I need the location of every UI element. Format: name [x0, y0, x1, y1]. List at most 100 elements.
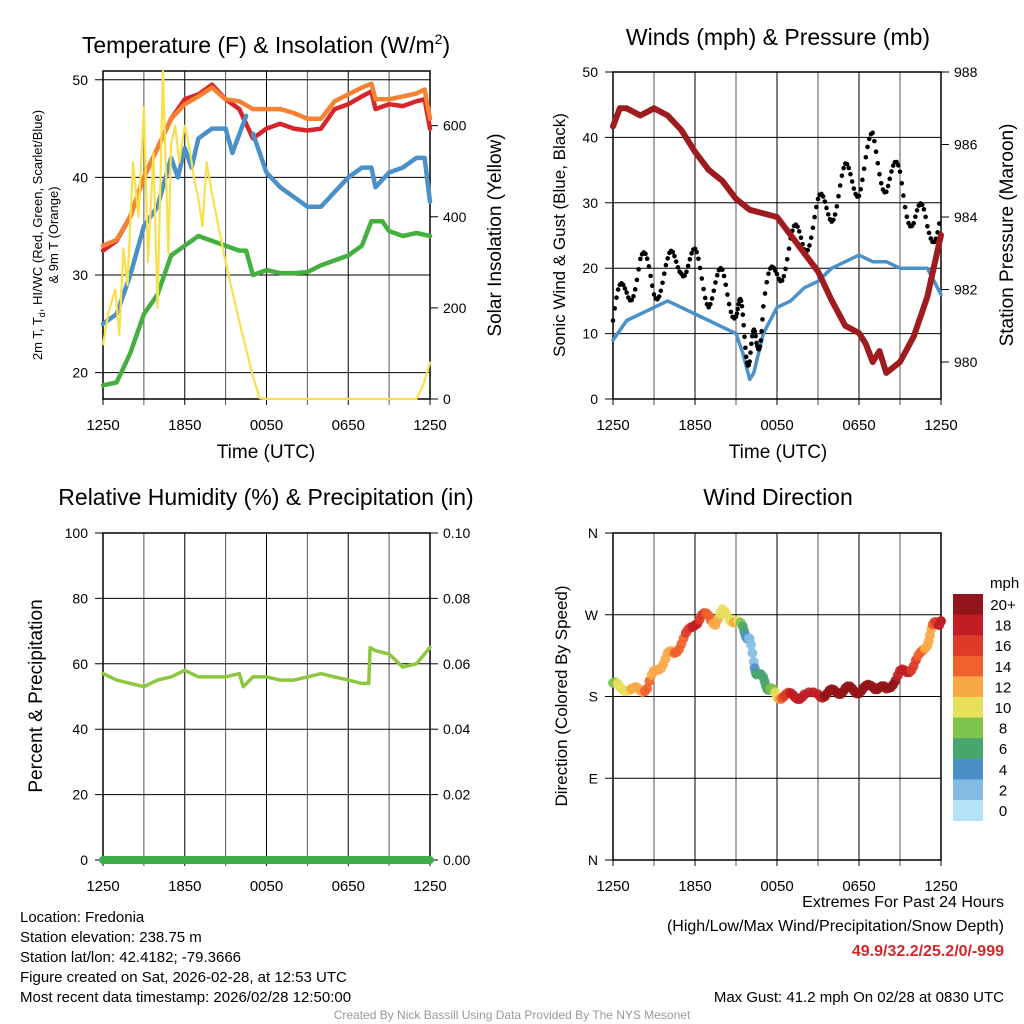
gust-point: [925, 223, 930, 229]
gust-point: [844, 161, 850, 167]
wind-direction-point: [747, 647, 758, 658]
pressure-line: [610, 105, 944, 376]
gust-point: [713, 280, 718, 285]
gust-point: [832, 212, 838, 217]
y-right-tick-label: 600: [443, 118, 467, 134]
gust-point: [649, 283, 655, 289]
colorbar-bin: [953, 697, 983, 718]
gust-point: [624, 290, 629, 295]
gust-point: [921, 207, 927, 212]
y-tick-label: 60: [72, 656, 88, 672]
gust-point: [759, 328, 764, 334]
gust-point: [672, 253, 677, 259]
gust-point: [749, 341, 754, 347]
gust-point: [682, 273, 688, 278]
x-tick-label: 0050: [250, 878, 283, 895]
gust-point: [622, 286, 628, 291]
gust-point: [644, 256, 650, 262]
x-tick-label: 0650: [842, 878, 875, 895]
gust-point: [919, 202, 925, 207]
extremes-title: Extremes For Past 24 Hours: [802, 894, 1004, 911]
gust-point: [692, 246, 698, 251]
gust-point: [837, 183, 843, 188]
gust-point: [699, 276, 705, 281]
y-tick-label: 20: [72, 365, 88, 381]
gust-point: [897, 169, 903, 174]
gust-point: [781, 273, 787, 279]
colorbar-bin: [953, 717, 983, 739]
humidity-y-label: Percent & Precipitation: [26, 599, 47, 792]
gust-point: [651, 292, 657, 297]
temperature-y-label: 2m T, Td, HI/WC (Red, Green, Scarlet/Blu…: [30, 110, 47, 360]
x-tick-label: 1250: [924, 878, 957, 895]
pressure-y-label: Station Pressure (Maroon): [997, 124, 1018, 347]
colorbar-label: 8: [999, 721, 1007, 738]
x-tick-label: 1850: [678, 878, 711, 895]
y-right-tick-label: 0.00: [443, 852, 470, 868]
gust-point: [689, 251, 694, 256]
gust-point: [866, 136, 872, 142]
y-right-tick-label: 986: [954, 137, 978, 153]
gust-point: [926, 230, 932, 236]
y-right-tick-label: 0.02: [443, 787, 470, 803]
gust-point: [849, 179, 855, 184]
gust-point: [812, 214, 817, 220]
gust-point: [872, 138, 877, 144]
gust-point: [708, 302, 713, 307]
gust-point: [824, 205, 829, 211]
gust-point: [820, 194, 826, 199]
gust-point: [631, 294, 636, 299]
y-tick-label: 20: [72, 787, 88, 803]
credit: Created By Nick Bassill Using Data Provi…: [334, 1008, 691, 1022]
gust-point: [721, 273, 727, 279]
gust-point: [638, 256, 643, 262]
y-tick-label: 20: [582, 260, 598, 276]
gust-point: [884, 189, 889, 194]
gust-point: [766, 271, 771, 276]
gust-point: [658, 288, 664, 294]
y-tick-label: S: [589, 689, 598, 705]
colorbar-label: 4: [999, 762, 1007, 779]
gust-point: [890, 163, 896, 168]
gust-point: [634, 277, 640, 283]
colorbar-label: 20+: [990, 597, 1016, 614]
x-tick-label: 0050: [760, 878, 793, 895]
y-tick-label: 50: [582, 64, 598, 80]
temperature-x-label: Time (UTC): [217, 442, 316, 463]
gust-point: [885, 183, 891, 189]
gust-point: [743, 354, 749, 360]
footer-latlon: Station lat/lon: 42.4182; -79.3666: [20, 949, 241, 966]
y-tick-label: 50: [72, 72, 88, 88]
colorbar-title: mph: [990, 575, 1019, 592]
gust-point: [709, 296, 715, 301]
y-right-tick-label: 0.04: [443, 721, 470, 737]
gust-point: [747, 359, 752, 364]
temperature-y-label-line2: & 9m T (Orange): [46, 186, 61, 283]
gust-point: [702, 295, 708, 301]
x-tick-label: 1250: [86, 878, 119, 895]
y-tick-label: 30: [72, 267, 88, 283]
gust-point: [610, 318, 616, 323]
sonic-wind-line: [611, 253, 943, 382]
gust-point: [914, 208, 920, 213]
gust-point: [825, 212, 831, 217]
gust-point: [701, 286, 706, 292]
wind-direction-point: [936, 616, 946, 627]
gust-point: [836, 193, 841, 199]
y-right-tick-label: 0.06: [443, 656, 470, 672]
gust-point: [673, 259, 679, 264]
colorbar-bin: [953, 655, 983, 677]
gust-point: [839, 173, 845, 179]
gust-point: [810, 225, 816, 231]
gust-point: [877, 171, 882, 177]
gust-point: [861, 166, 867, 172]
gust-point: [656, 294, 662, 299]
gust-point: [738, 298, 744, 304]
gust-point: [764, 279, 770, 285]
y-right-tick-label: 980: [954, 354, 978, 370]
gust-point: [856, 193, 862, 199]
gust-point: [660, 280, 665, 286]
gust-point: [783, 266, 788, 272]
gust-point: [913, 214, 918, 220]
gust-point: [636, 267, 641, 272]
